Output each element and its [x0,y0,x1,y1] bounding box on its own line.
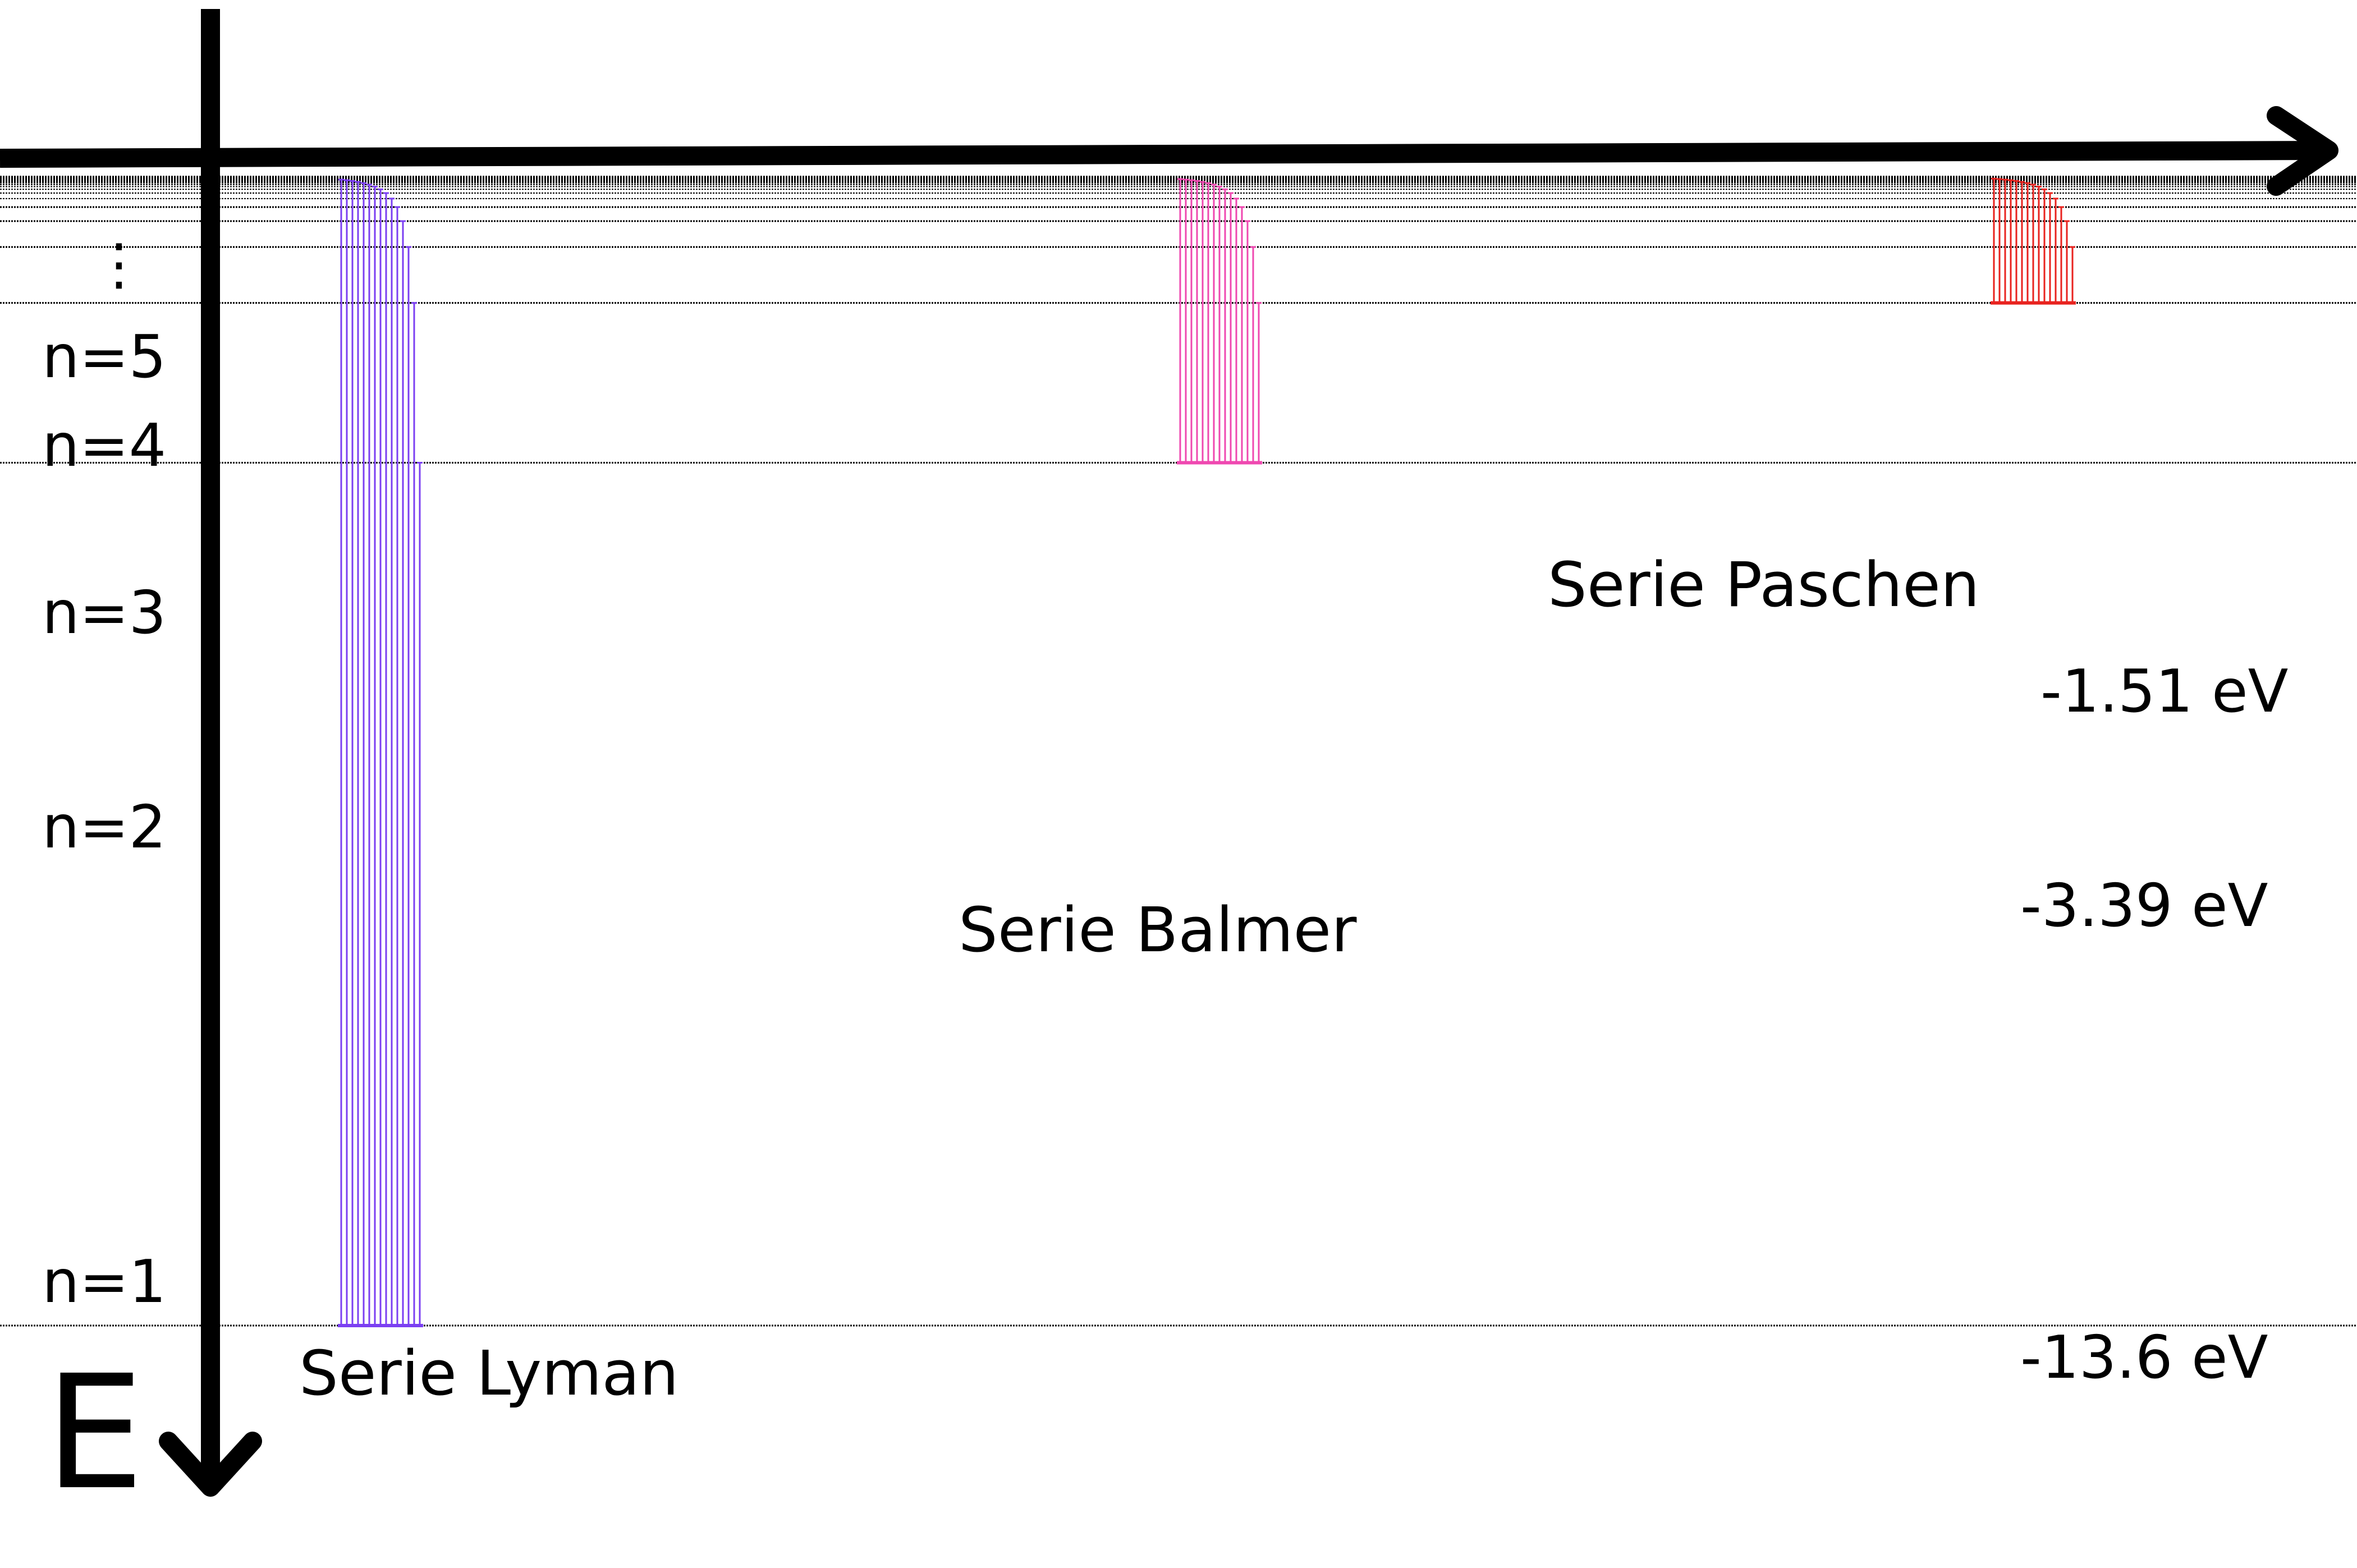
level-label-n1: n=1 [42,1248,166,1316]
ellipsis: ⋮ [91,231,147,297]
energy-value-n2: -3.39 eV [2020,872,2268,940]
transition-group-1 [338,178,423,1327]
horizontal-axis [0,141,2330,168]
transition-series [338,177,2076,1327]
series-label-paschen: Serie Paschen [1548,549,1980,621]
energy-axis-label: E [45,1342,144,1525]
level-label-n5: n=5 [42,323,166,391]
transition-group-2 [1177,178,1262,465]
level-label-n2: n=2 [42,793,166,861]
level-label-n4: n=4 [42,411,166,480]
level-label-n3: n=3 [42,579,166,647]
series-label-balmer: Serie Balmer [959,894,1357,966]
transition-group-3 [1991,177,2076,305]
horizontal-axis-arrowhead [2267,106,2338,196]
energy-value-n1: -13.6 eV [2020,1323,2268,1392]
series-label-lyman: Serie Lyman [299,1337,679,1409]
energy-levels [0,176,2357,1327]
energy-value-n3: -1.51 eV [2040,657,2288,726]
energy-axis-arrowhead [159,1432,262,1497]
